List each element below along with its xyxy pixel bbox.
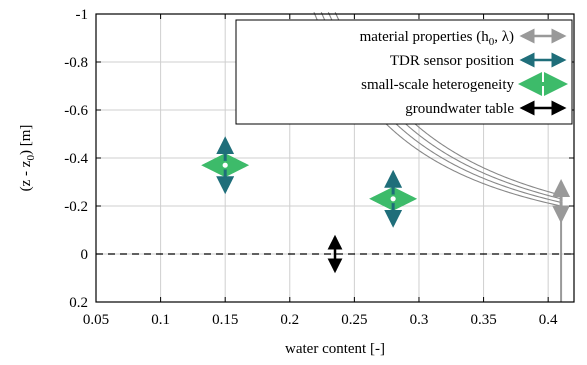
x-tick-label-5: 0.3 bbox=[410, 312, 429, 328]
y-tick-label-6: 0.2 bbox=[69, 295, 88, 311]
y-tick-label-2: -0.6 bbox=[64, 103, 88, 119]
y-tick-label-3: -0.4 bbox=[64, 151, 88, 167]
x-tick-label-2: 0.15 bbox=[212, 312, 238, 328]
legend-label-0: material properties (h0, λ) bbox=[360, 29, 514, 48]
axis-ticks: 0.05 0.1 0.15 0.2 0.25 0.3 0.35 0.4 -1 -0.8 -0.6 -0… bbox=[64, 7, 574, 328]
x-axis-label: water content [-] bbox=[285, 341, 385, 357]
x-tick-label-3: 0.2 bbox=[280, 312, 299, 328]
legend-label-1: TDR sensor position bbox=[390, 53, 515, 69]
x-tick-label-4: 0.25 bbox=[341, 312, 367, 328]
annotation-markers bbox=[96, 136, 574, 302]
y-axis-label: (z - z0) [m] bbox=[18, 125, 37, 192]
y-tick-label-5: 0 bbox=[81, 247, 89, 263]
y-tick-label-4: -0.2 bbox=[64, 199, 88, 215]
x-tick-label-7: 0.4 bbox=[539, 312, 558, 328]
y-tick-label-1: -0.8 bbox=[64, 55, 88, 71]
sensor-point-0 bbox=[220, 160, 230, 170]
y-tick-label-0: -1 bbox=[76, 7, 89, 23]
legend-label-3: groundwater table bbox=[405, 101, 514, 117]
x-tick-label-1: 0.1 bbox=[151, 312, 170, 328]
x-tick-label-6: 0.35 bbox=[470, 312, 496, 328]
sensor-point-1 bbox=[388, 194, 398, 204]
legend-box bbox=[235, 19, 573, 125]
legend-label-2: small-scale heterogeneity bbox=[361, 77, 514, 93]
x-tick-label-0: 0.05 bbox=[83, 312, 109, 328]
legend: material properties (h0, λ) TDR sensor po… bbox=[235, 19, 573, 125]
